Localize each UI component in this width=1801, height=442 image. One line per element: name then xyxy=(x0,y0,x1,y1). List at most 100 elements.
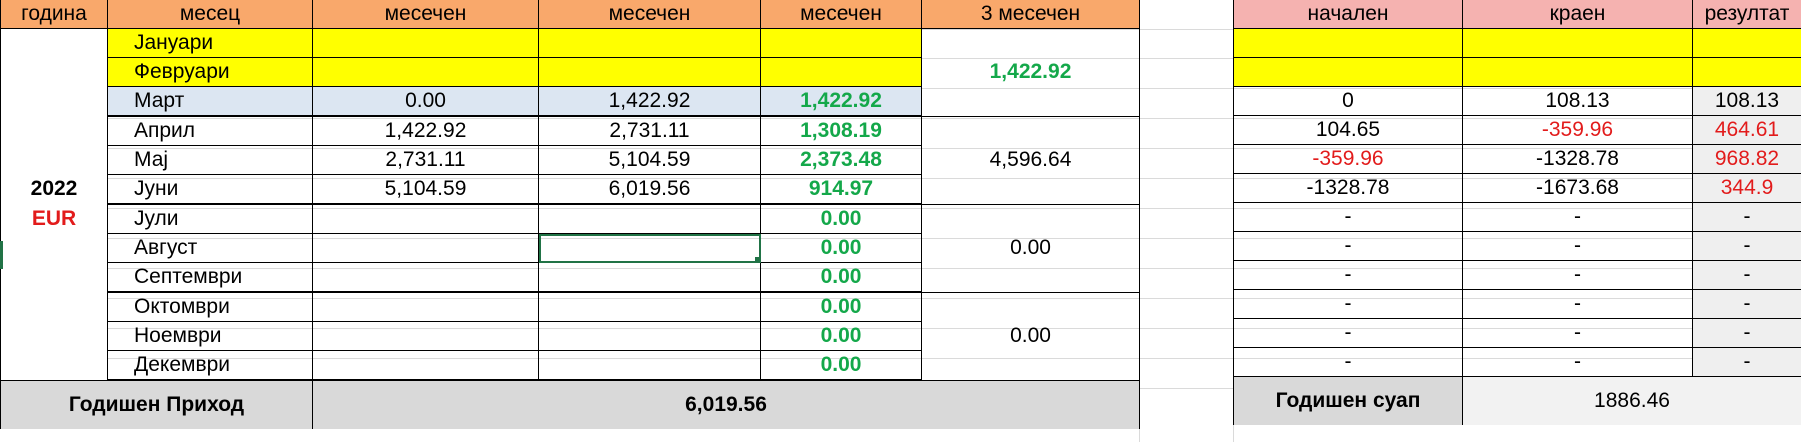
start-cell[interactable]: - xyxy=(1233,318,1463,348)
value-end-cell[interactable] xyxy=(538,262,761,293)
header-monthly-diff[interactable]: месечен xyxy=(760,0,922,29)
annual-swap-label[interactable]: Годишен суап xyxy=(1233,376,1463,425)
month-cell[interactable]: Февруари xyxy=(107,57,313,87)
value-start-cell[interactable]: 5,104.59 xyxy=(312,174,539,205)
value-start-cell[interactable] xyxy=(312,291,539,322)
header-quarterly[interactable]: 3 месечен xyxy=(921,0,1140,29)
end-cell[interactable]: -1328.78 xyxy=(1462,144,1693,174)
end-cell[interactable]: - xyxy=(1462,318,1693,348)
quarter-total-q1[interactable]: 1,422.92 xyxy=(921,28,1140,117)
month-cell[interactable]: Јануари xyxy=(107,28,313,58)
value-diff-cell[interactable]: 1,308.19 xyxy=(760,115,922,146)
value-start-cell[interactable] xyxy=(312,233,539,263)
end-cell[interactable] xyxy=(1462,28,1693,58)
header-start[interactable]: начален xyxy=(1233,0,1463,29)
quarter-total-q2[interactable]: 4,596.64 xyxy=(921,115,1140,205)
result-cell[interactable]: 344.9 xyxy=(1692,173,1801,203)
value-end-cell[interactable] xyxy=(538,291,761,322)
header-monthly-end[interactable]: месечен xyxy=(538,0,761,29)
value-diff-cell[interactable]: 1,422.92 xyxy=(760,86,922,117)
result-cell[interactable] xyxy=(1692,28,1801,58)
start-cell[interactable]: - xyxy=(1233,347,1463,377)
result-cell[interactable]: - xyxy=(1692,347,1801,377)
quarter-total-q3[interactable]: 0.00 xyxy=(921,203,1140,293)
annual-income-value[interactable]: 6,019.56 xyxy=(312,379,1140,429)
start-cell[interactable]: -1328.78 xyxy=(1233,173,1463,203)
header-end[interactable]: краен xyxy=(1462,0,1693,29)
end-cell[interactable]: - xyxy=(1462,260,1693,290)
end-cell[interactable]: - xyxy=(1462,347,1693,377)
start-cell[interactable] xyxy=(1233,28,1463,58)
result-cell[interactable]: 108.13 xyxy=(1692,86,1801,116)
end-cell[interactable]: - xyxy=(1462,202,1693,232)
annual-income-label[interactable]: Годишен Приход xyxy=(0,379,313,429)
value-diff-cell[interactable]: 0.00 xyxy=(760,321,922,351)
value-start-cell[interactable] xyxy=(312,203,539,234)
start-cell[interactable]: - xyxy=(1233,231,1463,261)
start-cell[interactable]: 104.65 xyxy=(1233,115,1463,145)
result-cell[interactable]: - xyxy=(1692,289,1801,319)
header-result[interactable]: резултат xyxy=(1692,0,1801,29)
start-cell[interactable]: - xyxy=(1233,202,1463,232)
value-end-cell[interactable]: 6,019.56 xyxy=(538,174,761,205)
result-cell[interactable]: - xyxy=(1692,318,1801,348)
value-start-cell[interactable] xyxy=(312,28,539,58)
result-cell[interactable] xyxy=(1692,57,1801,87)
value-diff-cell[interactable]: 0.00 xyxy=(760,203,922,234)
end-cell[interactable]: -359.96 xyxy=(1462,115,1693,145)
value-end-cell[interactable]: 5,104.59 xyxy=(538,145,761,175)
month-cell[interactable]: Април xyxy=(107,115,313,146)
month-cell[interactable]: Август xyxy=(107,233,313,263)
result-cell[interactable]: - xyxy=(1692,202,1801,232)
value-start-cell[interactable] xyxy=(312,321,539,351)
value-end-cell[interactable] xyxy=(538,321,761,351)
value-start-cell[interactable]: 1,422.92 xyxy=(312,115,539,146)
month-cell[interactable]: Јули xyxy=(107,203,313,234)
header-month[interactable]: месец xyxy=(107,0,313,29)
value-diff-cell[interactable]: 2,373.48 xyxy=(760,145,922,175)
value-diff-cell[interactable] xyxy=(760,28,922,58)
value-diff-cell[interactable]: 914.97 xyxy=(760,174,922,205)
month-cell[interactable]: Март xyxy=(107,86,313,117)
annual-swap-value[interactable]: 1886.46 xyxy=(1462,376,1801,425)
quarter-total-q4[interactable]: 0.00 xyxy=(921,291,1140,381)
month-cell[interactable]: Септември xyxy=(107,262,313,293)
result-cell[interactable]: - xyxy=(1692,260,1801,290)
value-start-cell[interactable] xyxy=(312,57,539,87)
end-cell[interactable]: -1673.68 xyxy=(1462,173,1693,203)
value-end-cell[interactable] xyxy=(538,350,761,381)
value-diff-cell[interactable]: 0.00 xyxy=(760,233,922,263)
month-cell[interactable]: Ноември xyxy=(107,321,313,351)
selected-cell[interactable] xyxy=(538,233,761,263)
start-cell[interactable]: - xyxy=(1233,289,1463,319)
end-cell[interactable] xyxy=(1462,57,1693,87)
value-diff-cell[interactable]: 0.00 xyxy=(760,350,922,381)
end-cell[interactable]: - xyxy=(1462,231,1693,261)
start-cell[interactable]: 0 xyxy=(1233,86,1463,116)
value-diff-cell[interactable] xyxy=(760,57,922,87)
start-cell[interactable]: - xyxy=(1233,260,1463,290)
start-cell[interactable] xyxy=(1233,57,1463,87)
result-cell[interactable]: 464.61 xyxy=(1692,115,1801,145)
start-cell[interactable]: -359.96 xyxy=(1233,144,1463,174)
value-end-cell[interactable]: 1,422.92 xyxy=(538,86,761,117)
month-cell[interactable]: Декември xyxy=(107,350,313,381)
value-end-cell[interactable] xyxy=(538,28,761,58)
fill-handle[interactable] xyxy=(755,257,760,262)
value-end-cell[interactable] xyxy=(538,203,761,234)
value-start-cell[interactable]: 0.00 xyxy=(312,86,539,117)
end-cell[interactable]: 108.13 xyxy=(1462,86,1693,116)
result-cell[interactable]: 968.82 xyxy=(1692,144,1801,174)
year-cell[interactable]: 2022 EUR xyxy=(0,28,108,381)
value-start-cell[interactable]: 2,731.11 xyxy=(312,145,539,175)
value-diff-cell[interactable]: 0.00 xyxy=(760,291,922,322)
end-cell[interactable]: - xyxy=(1462,289,1693,319)
value-start-cell[interactable] xyxy=(312,350,539,381)
month-cell[interactable]: Октомври xyxy=(107,291,313,322)
result-cell[interactable]: - xyxy=(1692,231,1801,261)
header-monthly-start[interactable]: месечен xyxy=(312,0,539,29)
value-end-cell[interactable]: 2,731.11 xyxy=(538,115,761,146)
value-end-cell[interactable] xyxy=(538,57,761,87)
month-cell[interactable]: Мај xyxy=(107,145,313,175)
